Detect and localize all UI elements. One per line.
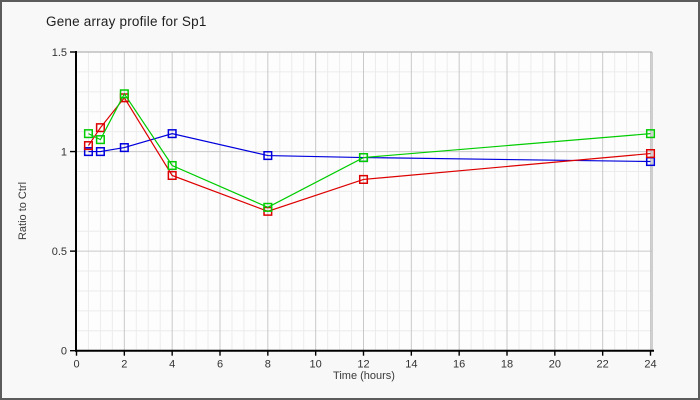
x-tick-labels: 0 2 4 6 8 10 12 14 16 18 20 22 24 xyxy=(73,359,656,371)
svg-text:18: 18 xyxy=(501,359,513,371)
y-tick-labels: 0 0.5 1 1.5 xyxy=(52,47,67,358)
svg-text:0: 0 xyxy=(61,346,67,358)
svg-text:20: 20 xyxy=(549,359,561,371)
svg-text:10: 10 xyxy=(310,359,322,371)
plot-border xyxy=(76,51,653,351)
x-axis-label: Time (hours) xyxy=(333,370,395,382)
svg-text:12: 12 xyxy=(357,359,369,371)
chart-title: Gene array profile for Sp1 xyxy=(46,14,207,29)
svg-text:2: 2 xyxy=(121,359,127,371)
svg-text:4: 4 xyxy=(169,359,175,371)
svg-text:22: 22 xyxy=(597,359,609,371)
svg-text:1.5: 1.5 xyxy=(52,47,67,59)
svg-text:0: 0 xyxy=(73,359,79,371)
svg-text:8: 8 xyxy=(265,359,271,371)
green-series xyxy=(83,89,656,212)
axis-ticks xyxy=(70,51,652,356)
svg-text:14: 14 xyxy=(405,359,417,371)
svg-text:0.5: 0.5 xyxy=(52,246,67,258)
svg-text:16: 16 xyxy=(453,359,465,371)
svg-text:24: 24 xyxy=(644,359,656,371)
svg-text:1: 1 xyxy=(61,146,67,158)
svg-text:6: 6 xyxy=(217,359,223,371)
